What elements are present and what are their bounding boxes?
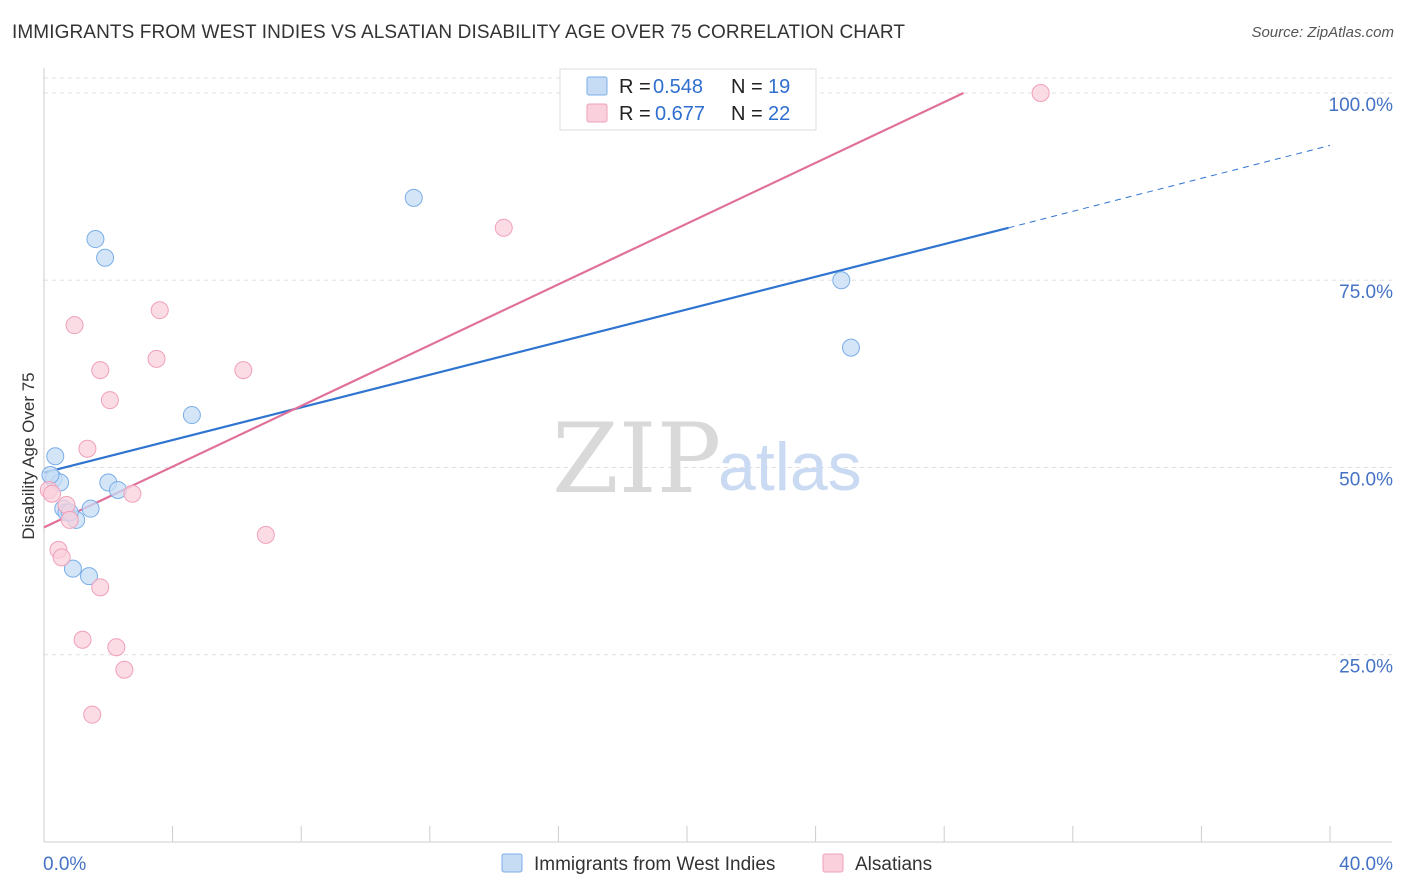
point-layer: [39, 83, 1050, 724]
x-tick-label-max: 40.0%: [1339, 854, 1393, 875]
trend-line-series0: [43, 226, 1009, 474]
legend-swatch-alsatians: [586, 103, 608, 123]
point-series0-16: [841, 338, 860, 357]
point-series1-9: [83, 705, 102, 724]
point-series1-13: [107, 638, 126, 657]
point-series1-3: [52, 548, 71, 567]
point-series0-9: [86, 230, 105, 249]
trend-layer: [43, 91, 1331, 529]
y-tick-label-50: 50.0%: [1339, 469, 1393, 490]
trend-line-series1: [43, 91, 964, 529]
legend-r-label-1: R =: [619, 76, 651, 98]
legend-swatch-west-indies: [586, 76, 608, 96]
series-legend-swatch-alsatians: [822, 853, 844, 873]
point-series1-16: [147, 349, 166, 368]
point-series1-12: [100, 391, 119, 410]
point-series1-18: [234, 361, 253, 380]
point-series1-21: [1031, 83, 1050, 102]
trend-extension-series0: [1008, 144, 1331, 229]
point-series1-15: [123, 484, 142, 503]
point-series1-10: [91, 361, 110, 380]
y-axis-label: Disability Age Over 75: [19, 372, 38, 539]
series-legend-west-indies: Immigrants from West Indies: [534, 854, 775, 875]
y-tick-label-75: 75.0%: [1339, 282, 1393, 303]
point-series0-7: [80, 567, 99, 586]
watermark-zip: ZIP: [552, 403, 721, 515]
point-series1-11: [91, 578, 110, 597]
point-series0-8: [81, 499, 100, 518]
stats-legend: R = 0.548 N = 19 R = 0.677 N = 22: [559, 68, 817, 131]
point-series1-8: [78, 439, 97, 458]
point-series1-6: [65, 316, 84, 335]
point-series0-1: [46, 447, 65, 466]
series-legend-swatch-west-indies: [501, 853, 523, 873]
y-tick-label-100: 100.0%: [1329, 95, 1394, 116]
point-series1-14: [115, 660, 134, 679]
axis-layer: 25.0% 50.0% 75.0% 100.0% 0.0% 40.0%: [43, 68, 1393, 875]
point-series1-19: [256, 525, 275, 544]
point-series1-20: [494, 218, 513, 237]
point-series0-5: [63, 559, 82, 578]
chart-title: IMMIGRANTS FROM WEST INDIES VS ALSATIAN …: [12, 22, 906, 43]
point-series1-1: [43, 484, 62, 503]
series-legend: Immigrants from West Indies Alsatians: [501, 853, 932, 875]
y-tick-label-25: 25.0%: [1339, 657, 1393, 678]
point-series0-13: [182, 406, 201, 425]
legend-n-label-1: N =: [731, 76, 763, 98]
legend-n-label-2: N =: [731, 103, 763, 125]
legend-n-value-1: 19: [768, 76, 790, 98]
legend-n-value-2: 22: [768, 103, 790, 125]
point-series0-17: [41, 465, 60, 484]
legend-r-label-2: R =: [619, 103, 651, 125]
legend-r-value-2: 0.677: [655, 103, 705, 125]
point-series1-7: [73, 630, 92, 649]
point-series1-17: [150, 301, 169, 320]
point-series1-5: [60, 510, 79, 529]
point-series0-14: [404, 188, 423, 207]
point-series1-4: [57, 495, 76, 514]
x-tick-label-min: 0.0%: [43, 854, 86, 875]
legend-r-value-1: 0.548: [653, 76, 703, 98]
series-legend-alsatians: Alsatians: [855, 854, 932, 875]
watermark-atlas: atlas: [718, 429, 862, 505]
source-label: Source: ZipAtlas.com: [1251, 24, 1394, 41]
point-series0-15: [832, 271, 851, 290]
point-series0-10: [96, 248, 115, 267]
